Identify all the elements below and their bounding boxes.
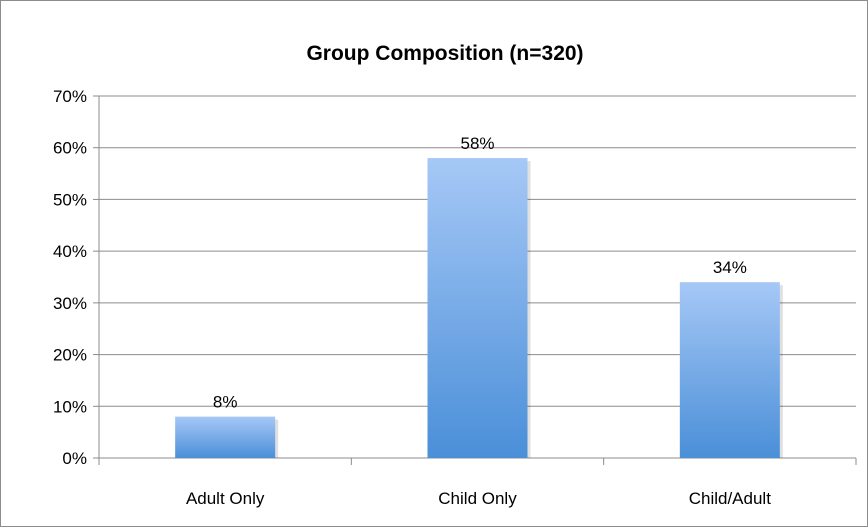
y-tick-label: 30%: [53, 294, 87, 313]
bar-child-adult: [679, 282, 780, 458]
category-labels: Adult Only Child Only Child/Adult: [186, 489, 771, 508]
data-label: 8%: [213, 393, 238, 412]
x-category-label: Adult Only: [186, 489, 265, 508]
x-category-label: Child/Adult: [689, 489, 771, 508]
y-tick-label: 0%: [62, 449, 87, 468]
y-tick-label: 60%: [53, 139, 87, 158]
y-tick-label: 40%: [53, 242, 87, 261]
bar-adult-only: [175, 416, 276, 458]
x-category-label: Child Only: [438, 489, 517, 508]
bar-child-only: [427, 158, 528, 459]
data-label: 58%: [460, 134, 494, 153]
y-tick-label: 10%: [53, 397, 87, 416]
bars: [175, 158, 783, 459]
data-label: 34%: [713, 258, 747, 277]
chart-title: Group Composition (n=320): [306, 42, 583, 65]
y-tick-labels: 0% 10% 20% 30% 40% 50% 60% 70%: [53, 87, 87, 468]
y-tick-label: 70%: [53, 87, 87, 106]
y-tick-label: 20%: [53, 346, 87, 365]
y-tick-label: 50%: [53, 190, 87, 209]
data-labels: 8% 58% 34%: [213, 134, 747, 412]
